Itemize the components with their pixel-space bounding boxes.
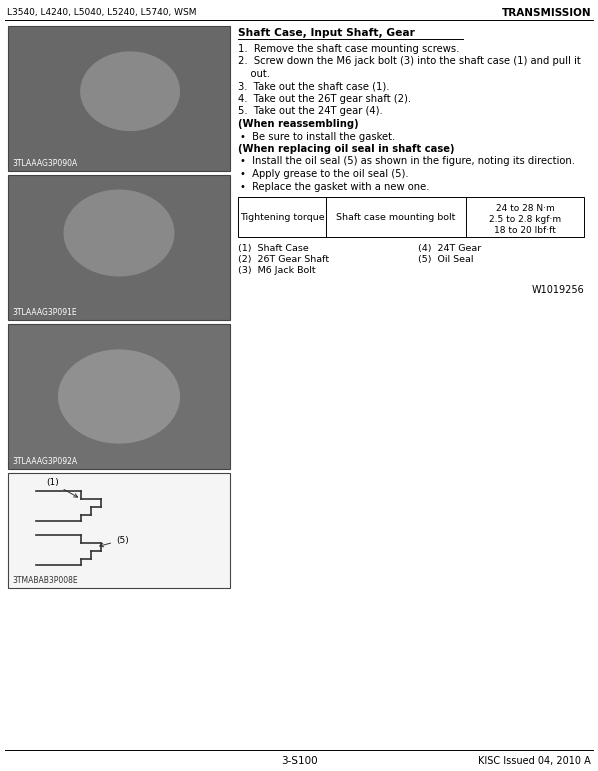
Bar [8, 473, 230, 588]
Text: Shaft Case, Input Shaft, Gear: Shaft Case, Input Shaft, Gear [238, 28, 415, 38]
Ellipse shape [58, 349, 180, 443]
Text: KISC Issued 04, 2010 A: KISC Issued 04, 2010 A [478, 756, 591, 766]
Text: 1.  Remove the shaft case mounting screws.: 1. Remove the shaft case mounting screws… [238, 44, 459, 54]
Bar [8, 324, 230, 469]
Text: 2.  Screw down the M6 jack bolt (3) into the shaft case (1) and pull it: 2. Screw down the M6 jack bolt (3) into … [238, 56, 581, 66]
Text: •  Apply grease to the oil seal (5).: • Apply grease to the oil seal (5). [240, 169, 408, 179]
Text: (2)  26T Gear Shaft: (2) 26T Gear Shaft [238, 255, 329, 264]
Text: out.: out. [238, 69, 270, 79]
Text: 3TLAAAG3P092A: 3TLAAAG3P092A [12, 457, 77, 466]
Text: (4)  24T Gear: (4) 24T Gear [418, 244, 481, 253]
Text: 3TMABAB3P008E: 3TMABAB3P008E [12, 576, 78, 585]
Ellipse shape [63, 190, 175, 277]
Text: Tightening torque: Tightening torque [240, 213, 324, 221]
Text: L3540, L4240, L5040, L5240, L5740, WSM: L3540, L4240, L5040, L5240, L5740, WSM [7, 8, 197, 17]
Text: (5)  Oil Seal: (5) Oil Seal [418, 255, 474, 264]
Text: •  Install the oil seal (5) as shown in the figure, noting its direction.: • Install the oil seal (5) as shown in t… [240, 157, 575, 167]
Bar [238, 197, 584, 237]
Text: •  Replace the gasket with a new one.: • Replace the gasket with a new one. [240, 181, 429, 191]
Bar [8, 26, 230, 171]
Text: 18 to 20 lbf·ft: 18 to 20 lbf·ft [494, 226, 556, 235]
Text: W1019256: W1019256 [531, 285, 584, 295]
Ellipse shape [80, 52, 180, 131]
Text: 3.  Take out the shaft case (1).: 3. Take out the shaft case (1). [238, 82, 389, 92]
Text: 3TLAAAG3P091E: 3TLAAAG3P091E [12, 308, 77, 317]
Text: Shaft case mounting bolt: Shaft case mounting bolt [336, 213, 456, 221]
Text: (When reassembling): (When reassembling) [238, 119, 359, 129]
Text: (1): (1) [46, 479, 78, 497]
Text: 2.5 to 2.8 kgf·m: 2.5 to 2.8 kgf·m [489, 215, 561, 224]
Text: 3-S100: 3-S100 [280, 756, 318, 766]
Text: •  Be sure to install the gasket.: • Be sure to install the gasket. [240, 132, 395, 142]
Text: 24 to 28 N·m: 24 to 28 N·m [496, 204, 554, 213]
Text: 5.  Take out the 24T gear (4).: 5. Take out the 24T gear (4). [238, 106, 383, 116]
Text: (When replacing oil seal in shaft case): (When replacing oil seal in shaft case) [238, 144, 454, 154]
Text: (5): (5) [100, 536, 129, 547]
Text: (1)  Shaft Case: (1) Shaft Case [238, 244, 309, 253]
Text: TRANSMISSION: TRANSMISSION [501, 8, 591, 18]
Text: (3)  M6 Jack Bolt: (3) M6 Jack Bolt [238, 266, 316, 275]
Text: 4.  Take out the 26T gear shaft (2).: 4. Take out the 26T gear shaft (2). [238, 94, 411, 104]
Text: 3TLAAAG3P090A: 3TLAAAG3P090A [12, 159, 77, 168]
Bar [8, 175, 230, 320]
